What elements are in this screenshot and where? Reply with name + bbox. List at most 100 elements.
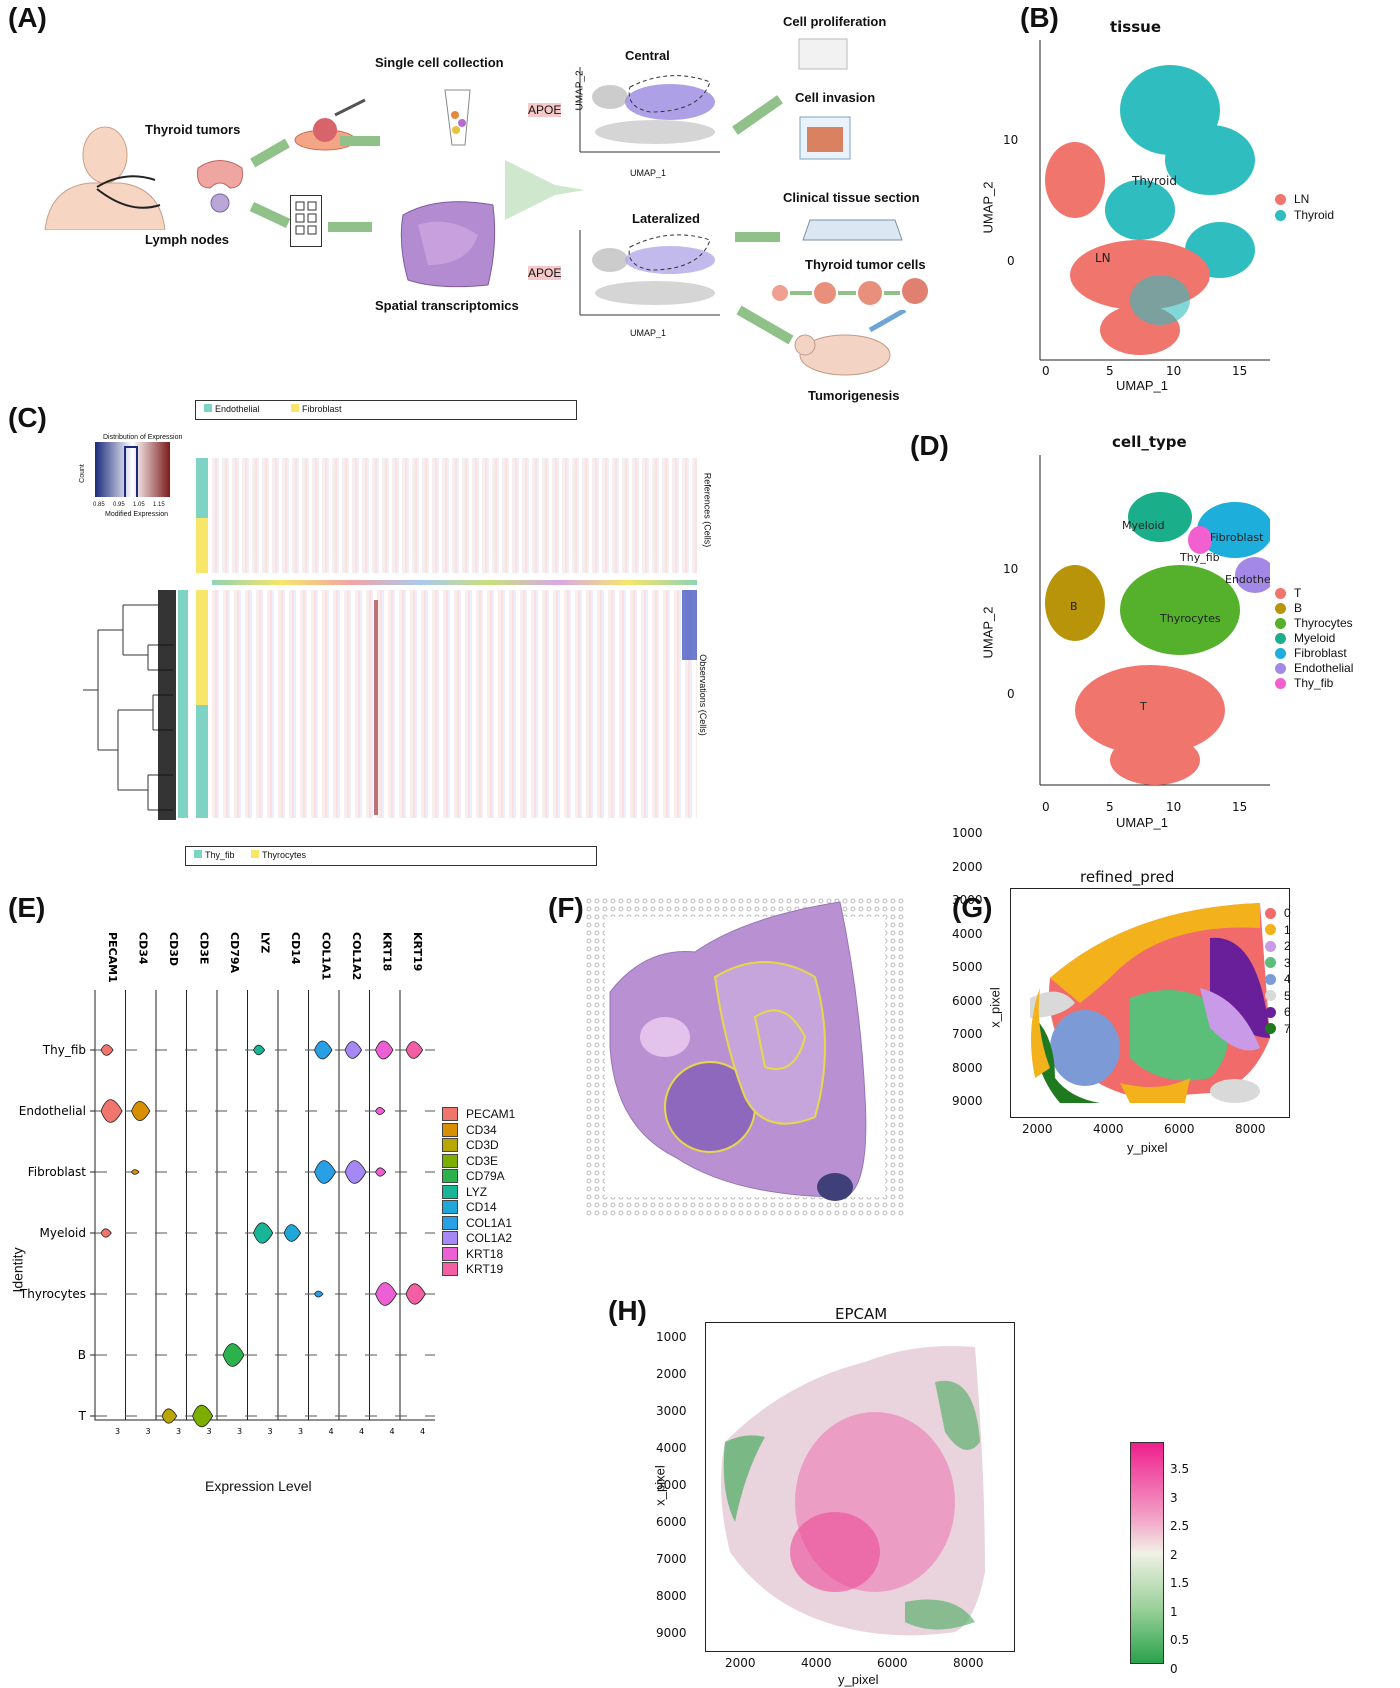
d-xtick: 15 (1232, 800, 1248, 814)
svg-text:T: T (1139, 700, 1147, 713)
e-legend-label: PECAM1 (466, 1107, 516, 1121)
d-xtick: 0 (1042, 800, 1050, 814)
panel-label-c: (C) (8, 402, 47, 433)
c-colorbar-tick: 0.85 (93, 502, 105, 508)
panel-label-a: (A) (8, 2, 47, 33)
thyroid-tumors-label: Thyroid tumors (145, 122, 241, 137)
c-top-legend: Endothelial Fibroblast (195, 400, 577, 420)
violin-krt18-thyrocytes (375, 1282, 398, 1306)
arrow-icon (736, 305, 794, 345)
svg-text:Thy_fib: Thy_fib (1179, 551, 1220, 564)
h-colorbar-tick: 1 (1170, 1604, 1178, 1619)
e-legend-label: KRT19 (466, 1262, 504, 1276)
g-title: refined_pred (1080, 868, 1175, 886)
celltype-swatch (1275, 632, 1286, 644)
tissue-dish-icon (294, 98, 366, 151)
identity-label: Fibroblast (28, 1165, 87, 1179)
panel-label-b: (B) (1020, 2, 1059, 33)
he-tissue-image (585, 897, 905, 1217)
ref-annotation-endothelial (196, 458, 208, 518)
h-ytick: 2000 (656, 1367, 687, 1381)
g-ytick: 6000 (952, 993, 983, 1008)
celltype-swatch (1275, 662, 1286, 674)
ref-annotation-fibroblast (196, 518, 208, 573)
umap-tissue-plot: LN Thyroid (1039, 40, 1270, 361)
d-xtick: 5 (1106, 800, 1114, 814)
h-colorbar-tick: 0.5 (1170, 1633, 1190, 1647)
g-legend-item: 6 (1265, 1005, 1291, 1019)
gene-label-cd3d: CD3D (167, 932, 180, 966)
violin-col1a2-fibroblast (344, 1160, 367, 1184)
obs-annotation-thyrocytes (196, 590, 208, 705)
gene-tick: 3 (115, 1427, 120, 1436)
h-xlabel: y_pixel (838, 1672, 879, 1687)
arrow-icon (328, 222, 372, 232)
g-ylabel: x_pixel (987, 987, 1003, 1028)
h-ytick: 9000 (656, 1626, 687, 1640)
h-colorbar-tick: 3.5 (1170, 1462, 1190, 1476)
violin-cd34-endothelial (131, 1101, 151, 1121)
c-colorbar-tick: 1.15 (153, 502, 165, 508)
e-legend-item: COL1A1 (442, 1215, 512, 1230)
violin-col1a1-fibroblast (314, 1160, 337, 1184)
transwell-icon (799, 116, 851, 160)
h-ytick: 3000 (656, 1404, 687, 1418)
c-colorbar-tick: 0.95 (113, 502, 125, 508)
cluster-swatch (1265, 907, 1276, 919)
g-xtick: 2000 (1022, 1122, 1053, 1136)
celltype-title: cell_type (1112, 433, 1187, 451)
cluster-swatch (1265, 1006, 1276, 1018)
g-legend-label: 5 (1284, 988, 1291, 1003)
e-legend-item: CD3D (442, 1138, 499, 1152)
gene-label-cd3e: CD3E (198, 932, 211, 964)
identity-label: B (78, 1348, 86, 1362)
e-xlabel: Expression Level (205, 1478, 312, 1494)
mini-umap1-label: UMAP_1 (630, 168, 667, 178)
g-ytick: 9000 (952, 1094, 983, 1108)
mini-umap2-label: UMAP_2 (574, 70, 586, 111)
identity-label: Thy_fib (42, 1043, 86, 1057)
spatial-label: Spatial transcriptomics (375, 298, 519, 313)
gene-tick: 4 (420, 1427, 425, 1436)
g-ytick: 3000 (952, 893, 983, 907)
e-legend-label: CD3E (466, 1153, 499, 1168)
observations-label: Observations (Cells) (697, 654, 708, 736)
d-ytick: 0 (1007, 687, 1015, 701)
svg-text:Thyrocytes: Thyrocytes (1159, 612, 1221, 625)
clinical-section-label: Clinical tissue section (783, 190, 920, 205)
identity-label: T (78, 1409, 87, 1423)
e-legend-item: COL1A2 (442, 1231, 512, 1245)
d-legend-label: Thy_fib (1294, 676, 1334, 690)
c-colorbar-xlabel: Modified Expression (105, 511, 169, 518)
gene-tick: 4 (359, 1427, 364, 1436)
tumor-cells-label: Thyroid tumor cells (805, 257, 926, 272)
epcam-colorbar (1130, 1442, 1164, 1664)
b-legend-ln: LN (1275, 192, 1309, 206)
violin-krt18-endothelial (375, 1107, 386, 1115)
h-ytick: 1000 (656, 1330, 687, 1344)
cluster-swatch (1265, 973, 1276, 985)
gene-swatch (442, 1169, 458, 1183)
violin-lyz-myeloid (253, 1222, 274, 1244)
patient-illustration (44, 126, 166, 230)
d-legend-item: T (1275, 586, 1301, 600)
d-legend-label: Endothelial (1294, 661, 1354, 675)
violin-cd34-fibroblast (131, 1169, 140, 1175)
h-xtick: 8000 (953, 1656, 984, 1670)
h-colorbar-tick: 3 (1170, 1490, 1178, 1505)
b-xtick: 10 (1166, 364, 1182, 378)
g-legend-label: 7 (1284, 1021, 1291, 1036)
arrow-icon (249, 202, 291, 228)
violin-plot: PECAM1 3 CD34 3 CD3D 3 CD3E 3 CD79A 3 LYZ 3 CD14 3 COL… (19, 932, 435, 1436)
h-title: EPCAM (835, 1305, 888, 1323)
d-legend-item: Thyrocytes (1275, 616, 1353, 630)
apoe-label: APOE (528, 266, 562, 280)
e-legend-label: CD34 (466, 1122, 497, 1137)
gene-tick: 3 (237, 1427, 242, 1436)
gene-tick: 3 (146, 1427, 151, 1436)
celltype-swatch (1275, 602, 1286, 614)
violin-lyz-thy_fib (253, 1044, 266, 1056)
h-colorbar-tick: 1.5 (1170, 1576, 1190, 1590)
h-colorbar-tick: 0 (1170, 1661, 1178, 1676)
violin-krt18-thy_fib (375, 1040, 394, 1060)
